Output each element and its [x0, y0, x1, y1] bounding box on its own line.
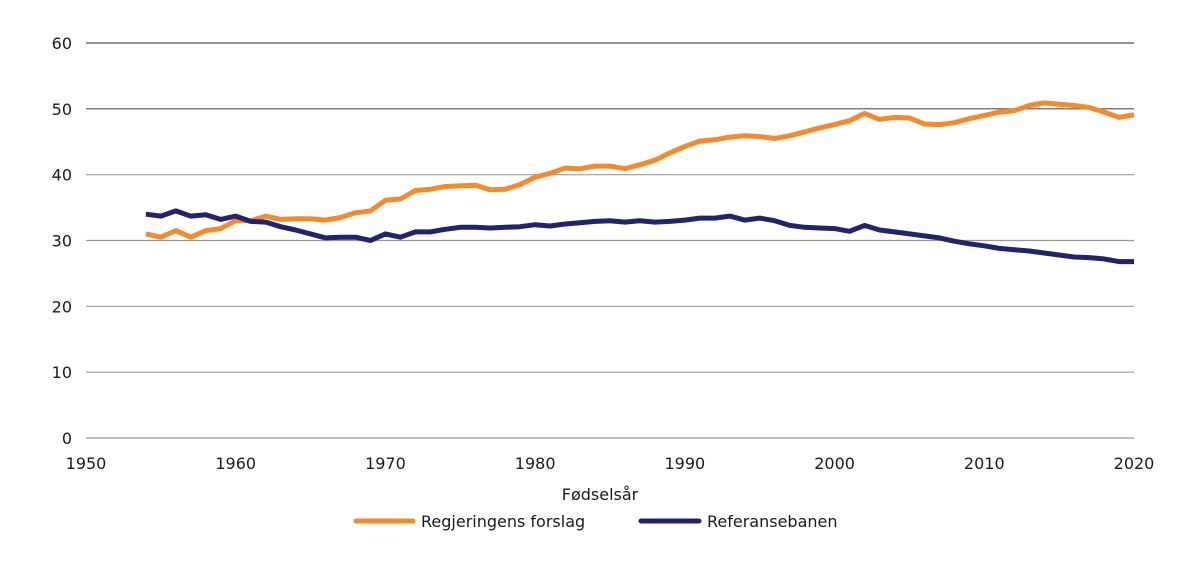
- x-tick-label: 2000: [814, 454, 855, 473]
- x-tick-label: 1970: [365, 454, 406, 473]
- x-tick-label: 2010: [964, 454, 1005, 473]
- series-lines: [145, 100, 1135, 265]
- y-axis-tick-labels: 0 10 20 30 40 50 60: [52, 34, 72, 448]
- y-tick-label: 10: [52, 363, 72, 382]
- y-tick-label: 60: [52, 34, 72, 53]
- y-tick-label: 0: [62, 429, 72, 448]
- legend-item-referansebanen: Referansebanen: [638, 512, 838, 531]
- legend-item-regjeringens-forslag: Regjeringens forslag: [353, 512, 585, 531]
- y-tick-label: 50: [52, 100, 72, 119]
- x-axis-tick-labels: 1950 1960 1970 1980 1990 2000 2010 2020: [66, 454, 1155, 473]
- x-tick-label: 2020: [1114, 454, 1155, 473]
- y-tick-label: 20: [52, 297, 72, 316]
- x-tick-label: 1950: [66, 454, 107, 473]
- series-line-regjeringens-forslag: [145, 100, 1135, 240]
- x-tick-label: 1980: [515, 454, 556, 473]
- y-tick-label: 30: [52, 232, 72, 251]
- x-tick-label: 1960: [215, 454, 256, 473]
- x-axis-title: Fødselsår: [562, 485, 639, 504]
- gridlines: [86, 42, 1134, 439]
- legend: Regjeringens forslag Referansebanen: [353, 512, 838, 531]
- legend-label: Referansebanen: [707, 512, 838, 531]
- legend-label: Regjeringens forslag: [421, 512, 585, 531]
- x-tick-label: 1990: [664, 454, 705, 473]
- y-tick-label: 40: [52, 166, 72, 185]
